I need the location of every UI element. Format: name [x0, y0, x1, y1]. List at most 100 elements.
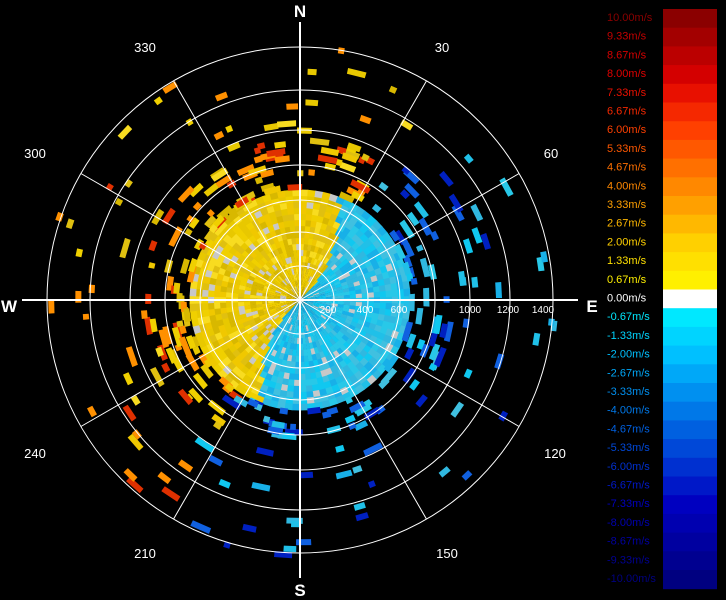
echo-cell — [301, 285, 304, 293]
echo-cell — [301, 307, 304, 315]
echo-cell — [304, 287, 309, 294]
echo-cell — [277, 285, 284, 290]
echo-cell — [305, 219, 312, 227]
echo-cell — [256, 306, 264, 311]
echo-cell — [273, 270, 280, 277]
echo-cell — [123, 372, 134, 386]
echo-cell — [294, 361, 300, 369]
echo-cell — [285, 295, 293, 299]
echo-cell — [305, 305, 311, 311]
echo-cell — [215, 174, 233, 188]
echo-cell — [311, 315, 317, 322]
echo-cell — [251, 268, 259, 275]
echo-cell — [260, 266, 268, 273]
echo-cell — [353, 280, 361, 287]
echo-cell — [202, 315, 211, 324]
echo-cell — [188, 182, 204, 198]
echo-cell — [276, 120, 297, 128]
echo-cell — [301, 301, 307, 307]
echo-cell — [321, 400, 331, 409]
echo-cell — [279, 301, 287, 304]
echo-cell — [267, 300, 275, 304]
echo-cell — [290, 288, 296, 294]
echo-cell — [284, 189, 294, 197]
echo-cell — [272, 222, 280, 231]
echo-cell — [210, 271, 219, 280]
echo-cell — [305, 304, 312, 310]
echo-cell — [255, 447, 274, 457]
echo-cell — [198, 241, 207, 250]
echo-cell — [279, 302, 287, 305]
echo-cell — [296, 539, 312, 546]
echo-cell — [226, 281, 235, 289]
echo-cell — [316, 318, 323, 325]
legend-swatch — [663, 121, 717, 141]
echo-cell — [294, 319, 298, 327]
echo-cell — [301, 279, 305, 287]
echo-cell — [308, 263, 314, 270]
echo-cell — [243, 293, 251, 299]
echo-cell — [294, 373, 300, 381]
echo-cell — [325, 317, 332, 324]
echo-cell — [295, 349, 300, 357]
echo-cell — [324, 290, 332, 294]
echo-cell — [283, 286, 290, 292]
echo-cell — [310, 348, 316, 356]
echo-cell — [150, 367, 165, 388]
echo-cell — [361, 306, 369, 313]
legend-swatch — [663, 46, 717, 66]
echo-cell — [231, 348, 241, 358]
echo-cell — [317, 154, 338, 165]
echo-cell — [327, 373, 336, 382]
echo-cell — [291, 349, 297, 357]
echo-cell — [260, 256, 269, 264]
echo-cell — [256, 286, 264, 291]
echo-cell — [233, 395, 249, 408]
echo-cell — [285, 310, 291, 316]
echo-cell — [273, 303, 281, 307]
echo-cell — [322, 283, 330, 289]
echo-cell — [310, 257, 316, 265]
echo-cell — [409, 379, 420, 391]
echo-cell — [323, 274, 331, 281]
echo-cell — [280, 303, 287, 307]
echo-cell — [292, 313, 297, 320]
echo-cell — [269, 399, 279, 409]
echo-cell — [290, 423, 296, 430]
echo-cell — [317, 267, 323, 275]
echo-cell — [316, 310, 323, 315]
echo-cell — [323, 211, 333, 220]
echo-cell — [273, 279, 280, 286]
echo-cell — [295, 307, 298, 314]
echo-cell — [312, 390, 321, 398]
echo-cell — [214, 284, 222, 292]
echo-cell — [312, 208, 320, 216]
echo-cell — [148, 262, 156, 269]
echo-cell — [278, 311, 285, 317]
echo-cell — [301, 319, 304, 327]
echo-cell — [262, 287, 270, 293]
echo-cell — [303, 355, 309, 363]
echo-cell — [385, 290, 393, 298]
echo-cell — [183, 308, 192, 323]
echo-cell — [289, 305, 295, 311]
echo-cell — [402, 323, 413, 342]
echo-cell — [277, 318, 284, 325]
echo-cell — [293, 280, 297, 287]
echo-cell — [316, 285, 323, 291]
echo-cell — [343, 304, 351, 309]
echo-cell — [307, 324, 312, 332]
echo-cell — [339, 328, 347, 335]
echo-cell — [367, 292, 375, 298]
echo-cell — [308, 310, 314, 317]
echo-cell — [273, 262, 280, 270]
echo-cell — [306, 291, 313, 296]
echo-cell — [258, 324, 266, 332]
echo-cell — [310, 286, 317, 292]
range-label-400: 400 — [357, 305, 374, 316]
echo-cell — [293, 307, 297, 314]
echo-cell — [225, 125, 234, 133]
echo-cell — [355, 293, 363, 299]
echo-cell — [179, 325, 187, 335]
echo-cell — [326, 316, 334, 322]
